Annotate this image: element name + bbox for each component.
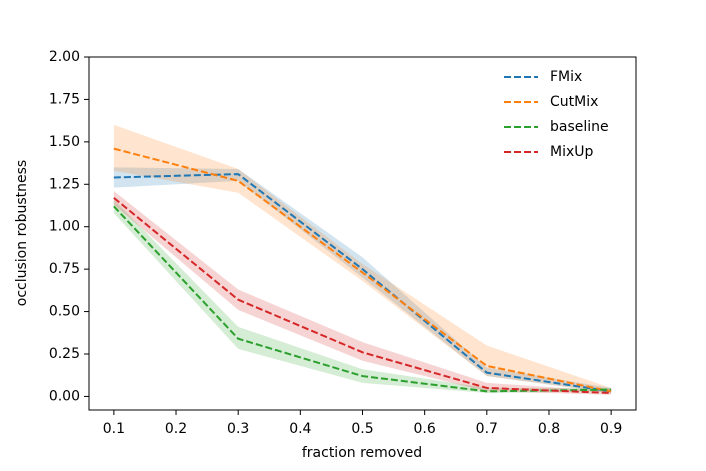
- line: [113, 147, 612, 393]
- error-band: [113, 124, 612, 394]
- error-band: [113, 191, 612, 395]
- line: [113, 197, 612, 395]
- x-tick-label: 0.2: [165, 421, 187, 437]
- legend-label: baseline: [550, 119, 609, 135]
- y-tick-label: 0.50: [49, 304, 80, 320]
- y-tick-label: 1.00: [49, 219, 80, 235]
- legend-label: MixUp: [550, 144, 594, 160]
- x-tick-label: 0.8: [538, 421, 560, 437]
- line: [113, 205, 612, 393]
- y-tick-label: 0.00: [49, 388, 80, 404]
- line: [113, 173, 612, 393]
- legend-label: FMix: [550, 69, 582, 85]
- y-tick-label: 1.50: [49, 134, 80, 150]
- y-tick-label: 0.25: [49, 346, 80, 362]
- x-tick-label: 0.1: [103, 421, 125, 437]
- x-tick-label: 0.3: [227, 421, 249, 437]
- legend-label: CutMix: [550, 94, 598, 110]
- x-tick-label: 0.5: [351, 421, 373, 437]
- x-tick-label: 0.6: [414, 421, 436, 437]
- y-tick-label: 0.75: [49, 261, 80, 277]
- plot-frame: [88, 56, 637, 411]
- error-band: [113, 199, 612, 394]
- x-tick-label: 0.4: [289, 421, 311, 437]
- y-tick-label: 2.00: [49, 49, 80, 65]
- x-tick-label: 0.7: [476, 421, 498, 437]
- y-tick-label: 1.75: [49, 91, 80, 107]
- x-tick-label: 0.9: [600, 421, 622, 437]
- y-axis-label: occlusion robustness: [14, 160, 30, 306]
- y-tick-label: 1.25: [49, 176, 80, 192]
- x-axis-label: fraction removed: [302, 445, 422, 461]
